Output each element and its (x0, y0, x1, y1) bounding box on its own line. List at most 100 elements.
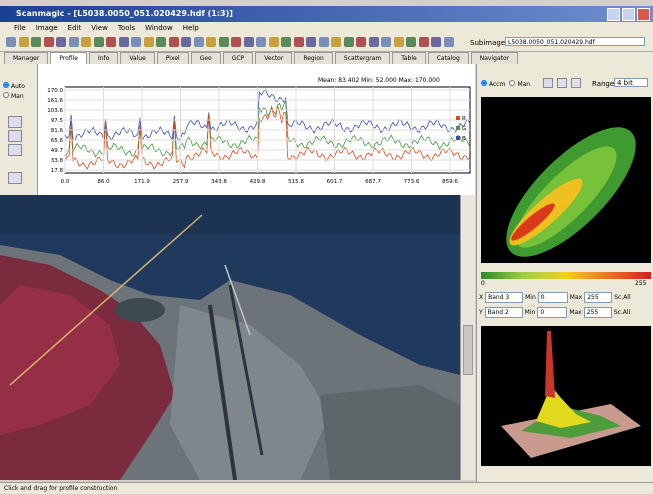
toolbar-button[interactable] (131, 37, 141, 47)
toolbar-button[interactable] (294, 37, 304, 47)
radio-button[interactable] (3, 92, 9, 98)
toolbar-button[interactable] (356, 37, 366, 47)
toolbar-button[interactable] (219, 37, 229, 47)
tool-button[interactable] (557, 78, 567, 88)
toolbar-button[interactable] (306, 37, 316, 47)
menu-item[interactable]: Edit (68, 22, 82, 34)
tab[interactable]: Pixel (157, 52, 189, 64)
scale-all-label[interactable]: Sc.All (614, 294, 630, 301)
legend-swatch (456, 116, 460, 120)
menu-item[interactable]: File (14, 22, 26, 34)
scroll-thumb[interactable] (463, 325, 473, 375)
tab[interactable]: Catalog (428, 52, 469, 64)
vertical-scrollbar[interactable] (460, 195, 475, 480)
tab[interactable]: Manager (4, 52, 48, 64)
min-label: Min (525, 309, 536, 316)
toolbar-button[interactable] (319, 37, 329, 47)
toolbar-button[interactable] (194, 37, 204, 47)
menu-item[interactable]: View (91, 22, 108, 34)
toolbar-button[interactable] (6, 37, 16, 47)
tab[interactable]: Profile (50, 52, 87, 64)
toolbar: Subimage L5038.0050_051.020429.hdf (0, 34, 653, 52)
tool-button[interactable] (8, 172, 22, 184)
toolbar-button[interactable] (181, 37, 191, 47)
toolbar-button[interactable] (369, 37, 379, 47)
toolbar-button[interactable] (81, 37, 91, 47)
radio-button[interactable] (509, 80, 515, 86)
radio-option[interactable]: Auto (3, 82, 25, 90)
toolbar-button[interactable] (69, 37, 79, 47)
toolbar-button[interactable] (281, 37, 291, 47)
menu-item[interactable]: Image (36, 22, 58, 34)
toolbar-button[interactable] (444, 37, 454, 47)
subimage-label: Subimage (470, 39, 505, 47)
toolbar-button[interactable] (419, 37, 429, 47)
satellite-image (0, 195, 460, 480)
maximize-button[interactable] (622, 8, 635, 21)
toolbar-button[interactable] (244, 37, 254, 47)
range-dropdown[interactable]: 4 bit (614, 78, 648, 87)
radio-option[interactable]: Man (3, 92, 24, 100)
minimize-button[interactable] (607, 8, 620, 21)
min-field[interactable]: 0 (538, 292, 568, 303)
radio-label: Auto (11, 83, 25, 90)
tool-button[interactable] (571, 78, 581, 88)
tool-button[interactable] (8, 116, 22, 128)
toolbar-button[interactable] (406, 37, 416, 47)
range-label: Range (592, 80, 614, 88)
tool-button[interactable] (8, 144, 22, 156)
tab[interactable]: GCP (223, 52, 253, 64)
tab[interactable]: Info (89, 52, 118, 64)
scale-all-label[interactable]: Sc.All (614, 309, 630, 316)
tab[interactable]: Scattergram (335, 52, 390, 64)
toolbar-button[interactable] (119, 37, 129, 47)
tab[interactable]: Region (294, 52, 333, 64)
scatter-options: Accm Man (481, 80, 534, 88)
band-dropdown[interactable]: Band 3 (485, 292, 523, 303)
tab[interactable]: Value (120, 52, 154, 64)
tab[interactable]: Geo (191, 52, 221, 64)
min-field[interactable]: 0 (537, 307, 567, 318)
menu-item[interactable]: Tools (118, 22, 135, 34)
toolbar-button[interactable] (169, 37, 179, 47)
menu-item[interactable]: Help (183, 22, 199, 34)
tab[interactable]: Vector (255, 52, 292, 64)
toolbar-button[interactable] (381, 37, 391, 47)
toolbar-button[interactable] (431, 37, 441, 47)
close-button[interactable] (637, 8, 650, 21)
toolbar-button[interactable] (331, 37, 341, 47)
app-window: {"window": {"title": "Scanmagic - [L5038… (0, 0, 653, 494)
toolbar-button[interactable] (44, 37, 54, 47)
toolbar-button[interactable] (144, 37, 154, 47)
toolbar-button[interactable] (231, 37, 241, 47)
toolbar-button[interactable] (256, 37, 266, 47)
toolbar-button[interactable] (269, 37, 279, 47)
title-bar: Scanmagic - [L5038.0050_051.020429.hdf (… (0, 6, 653, 22)
tab[interactable]: Table (392, 52, 426, 64)
window-title: Scanmagic - [L5038.0050_051.020429.hdf (… (16, 9, 233, 18)
toolbar-button[interactable] (156, 37, 166, 47)
toolbar-button[interactable] (31, 37, 41, 47)
subimage-dropdown[interactable]: L5038.0050_051.020429.hdf (505, 37, 645, 46)
toolbar-button[interactable] (344, 37, 354, 47)
radio-button[interactable] (3, 82, 9, 88)
radio-button[interactable] (481, 80, 487, 86)
tab[interactable]: Navigator (471, 52, 518, 64)
max-field[interactable]: 255 (584, 292, 612, 303)
toolbar-button[interactable] (206, 37, 216, 47)
toolbar-button[interactable] (106, 37, 116, 47)
toolbar-button[interactable] (56, 37, 66, 47)
tool-button[interactable] (8, 130, 22, 142)
toolbar-button[interactable] (19, 37, 29, 47)
y-tick-label: 97.5 (51, 118, 64, 124)
band-dropdown[interactable]: Band 2 (485, 307, 523, 318)
menu-item[interactable]: Window (145, 22, 173, 34)
toolbar-button[interactable] (94, 37, 104, 47)
x-tick-label: 171.9 (134, 179, 150, 185)
radio-option[interactable]: Man (509, 81, 530, 88)
max-field[interactable]: 255 (584, 307, 612, 318)
toolbar-button[interactable] (394, 37, 404, 47)
radio-option[interactable]: Accm (481, 81, 505, 88)
tool-button[interactable] (543, 78, 553, 88)
menu-bar: File Image Edit View Tools Window Help (0, 22, 653, 34)
